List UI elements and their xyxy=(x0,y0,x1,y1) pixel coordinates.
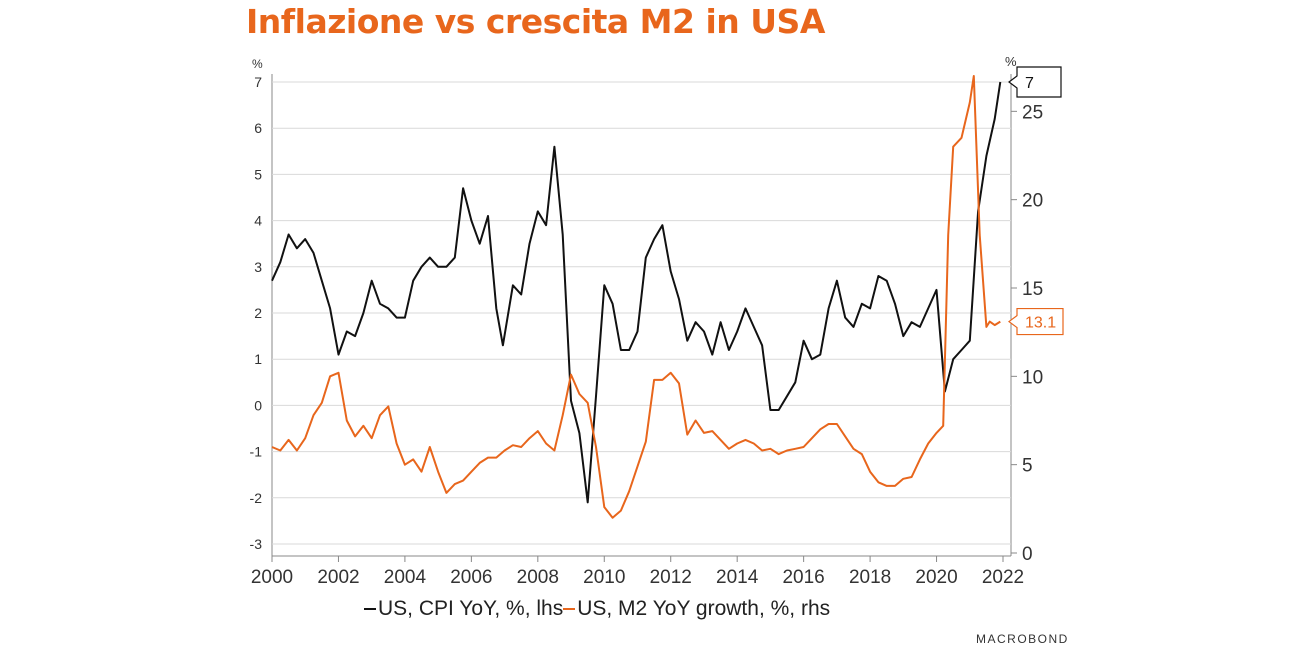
grid-lines xyxy=(271,74,1012,557)
legend-marker-m2 xyxy=(563,608,576,611)
last-value-callouts: 713.1 xyxy=(1008,66,1064,336)
right-axis-unit: % xyxy=(1005,54,1017,69)
series-layer xyxy=(271,75,1002,519)
callout-value: 13.1 xyxy=(1025,315,1056,332)
x-tick-label: 2010 xyxy=(583,567,625,588)
right-tick-label: 10 xyxy=(1022,367,1043,388)
series-line-cpi xyxy=(271,81,1002,504)
left-tick-label: 1 xyxy=(254,351,262,367)
x-tick-label: 2018 xyxy=(849,567,891,588)
x-tick-label: 2000 xyxy=(251,567,293,588)
right-axis-ticks: 0 5 10 15 20 25 xyxy=(1011,102,1043,565)
callout-box xyxy=(1008,307,1064,336)
left-tick-label: -3 xyxy=(250,536,263,552)
left-tick-label: -1 xyxy=(250,444,263,460)
x-tick-label: 2014 xyxy=(716,567,759,588)
x-tick-label: 2012 xyxy=(650,567,692,588)
right-tick-label: 15 xyxy=(1022,279,1043,300)
chart-title: Inflazione vs crescita M2 in USA xyxy=(246,2,825,41)
left-axis-ticks: -3 -2 -1 0 1 2 3 4 5 6 7 xyxy=(250,74,263,552)
left-tick-label: 5 xyxy=(254,166,262,182)
right-tick-label: 0 xyxy=(1022,544,1033,565)
x-axis-ticks: 2000 2002 2004 2006 2008 2010 2012 2014 2016 2018… xyxy=(251,556,1024,588)
legend-label-cpi: US, CPI YoY, %, lhs xyxy=(378,597,564,620)
right-tick-label: 25 xyxy=(1022,102,1043,123)
right-tick-label: 5 xyxy=(1022,456,1033,477)
left-tick-label: 0 xyxy=(254,397,262,413)
series-line-m2 xyxy=(271,75,1001,519)
legend: US, CPI YoY, %, lhs US, M2 YoY growth, %,… xyxy=(364,597,830,621)
callout-m2: 13.1 xyxy=(1008,307,1064,336)
x-tick-label: 2004 xyxy=(384,567,427,588)
left-tick-label: 7 xyxy=(254,74,262,90)
x-tick-label: 2002 xyxy=(317,567,359,588)
brand-logo: MACROBOND xyxy=(976,632,1069,646)
left-tick-label: 2 xyxy=(254,305,262,321)
legend-item-m2: US, M2 YoY growth, %, rhs xyxy=(563,597,830,620)
legend-marker-cpi xyxy=(364,608,376,611)
x-tick-label: 2008 xyxy=(517,567,559,588)
callout-box xyxy=(1008,66,1062,98)
right-tick-label: 20 xyxy=(1022,191,1043,212)
x-tick-label: 2020 xyxy=(915,567,957,588)
left-tick-label: 4 xyxy=(254,213,262,229)
left-tick-label: 6 xyxy=(254,120,262,136)
callout-cpi: 7 xyxy=(1008,66,1062,98)
x-tick-label: 2022 xyxy=(982,567,1024,588)
x-tick-label: 2006 xyxy=(450,567,492,588)
left-tick-label: 3 xyxy=(254,259,262,275)
callout-value: 7 xyxy=(1025,75,1034,92)
x-tick-label: 2016 xyxy=(782,567,824,588)
legend-item-cpi: US, CPI YoY, %, lhs xyxy=(364,597,563,620)
left-axis-unit: % xyxy=(252,57,263,71)
legend-label-m2: US, M2 YoY growth, %, rhs xyxy=(577,597,831,620)
left-tick-label: -2 xyxy=(250,490,263,506)
